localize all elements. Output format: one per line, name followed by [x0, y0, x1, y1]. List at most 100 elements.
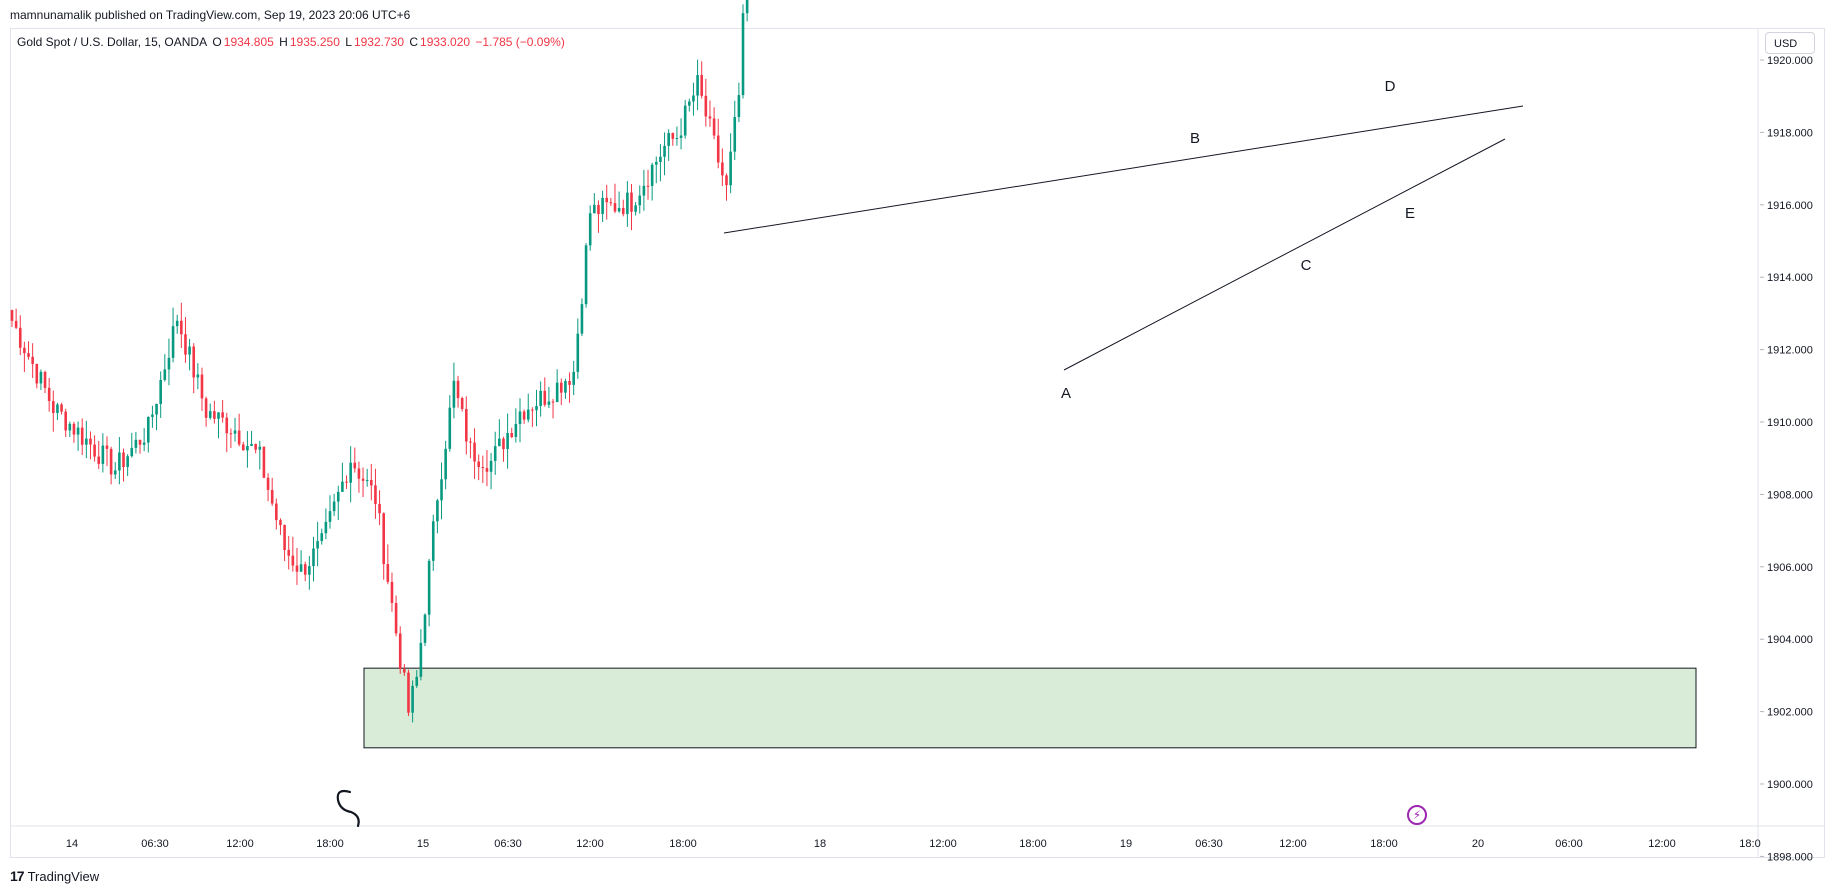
candle-body — [27, 353, 30, 357]
candle-body — [312, 548, 315, 567]
lightning-icon[interactable]: ⚡ — [1407, 805, 1427, 825]
candle-body — [423, 614, 427, 643]
candle — [576, 318, 580, 379]
tradingview-logo[interactable]: 17 TradingView — [10, 868, 99, 884]
candle-body — [531, 409, 534, 411]
candle-body — [522, 411, 526, 420]
candle-body — [138, 439, 142, 445]
candle — [47, 377, 51, 412]
candle — [237, 413, 241, 447]
candle — [146, 416, 150, 453]
currency-button[interactable]: USD — [1765, 32, 1815, 54]
candle-body — [279, 520, 282, 526]
candle-body — [76, 427, 80, 435]
candle — [97, 441, 101, 469]
candle — [526, 393, 530, 423]
candle-body — [332, 501, 336, 512]
candle-body — [370, 480, 373, 486]
candle-body — [588, 213, 592, 246]
symbol-name: Gold Spot / U.S. Dollar, 15, OANDA — [17, 35, 208, 49]
candle — [452, 362, 456, 419]
candle — [270, 477, 274, 506]
candle — [349, 446, 352, 503]
candle — [295, 547, 299, 585]
candle-body — [328, 511, 332, 522]
candle — [39, 369, 43, 390]
candle-body — [142, 442, 146, 445]
candle — [155, 403, 158, 431]
y-tick-label: 1916.000 — [1767, 200, 1813, 212]
candle-body — [250, 443, 253, 446]
candle-body — [642, 185, 646, 196]
candle — [291, 536, 295, 572]
candle-body — [262, 446, 266, 478]
candle-body — [564, 381, 567, 393]
candle — [617, 191, 621, 213]
candle-body — [502, 438, 505, 450]
candle — [221, 399, 224, 423]
candle — [151, 405, 154, 428]
low-value: 1932.730 — [353, 35, 404, 49]
candle — [621, 199, 625, 217]
candle — [275, 498, 278, 530]
candle — [696, 59, 699, 111]
lower-trendline — [1063, 138, 1506, 371]
candle — [605, 184, 609, 220]
candle — [630, 184, 633, 231]
candle — [353, 447, 357, 473]
candle-body — [341, 481, 344, 492]
y-tick-label: 1918.000 — [1767, 127, 1813, 139]
candle — [283, 524, 286, 562]
candle-body — [555, 382, 559, 403]
candle-body — [357, 468, 361, 479]
candle — [142, 428, 146, 452]
candle-body — [539, 390, 542, 406]
y-tick-label: 1898.000 — [1767, 851, 1813, 863]
candle-body — [394, 602, 398, 634]
candle — [745, 0, 749, 22]
candle-body — [716, 135, 720, 163]
candle-body — [349, 462, 352, 483]
candle-body — [704, 95, 708, 117]
candle-body — [43, 371, 47, 388]
symbol-legend: Gold Spot / U.S. Dollar, 15, OANDA O 1934… — [17, 35, 567, 49]
x-tick-label: 12:00 — [1279, 838, 1307, 850]
candle-body — [696, 75, 699, 96]
candle-body — [225, 417, 229, 434]
candle-body — [188, 346, 191, 355]
candle — [80, 418, 84, 455]
candle — [93, 435, 96, 462]
candle-body — [526, 409, 530, 420]
publisher-bar: mamnunamalik published on TradingView.co… — [0, 0, 1835, 28]
candle-body — [97, 456, 101, 464]
demand-zone — [363, 667, 1697, 749]
pattern-label-a: A — [1061, 385, 1071, 402]
candle-body — [68, 423, 72, 431]
candle — [539, 381, 542, 417]
candle-body — [109, 448, 113, 475]
candle-body — [184, 334, 187, 355]
candle-body — [35, 363, 39, 384]
candle — [341, 462, 344, 492]
candle — [312, 536, 315, 582]
candle — [113, 462, 117, 480]
candle — [510, 427, 514, 439]
candle — [675, 126, 679, 146]
candle-body — [299, 564, 303, 572]
chart-pane[interactable] — [10, 28, 1825, 858]
candle — [184, 316, 187, 363]
candle-body — [481, 467, 485, 469]
candle-body — [634, 205, 637, 212]
candle-body — [180, 320, 183, 335]
candle — [403, 664, 406, 676]
candle — [196, 363, 200, 390]
candle-body — [431, 521, 435, 561]
candle — [126, 454, 129, 477]
wave-five-mark — [336, 789, 360, 828]
candle — [320, 528, 324, 545]
candle — [31, 343, 34, 378]
candle-body — [692, 95, 695, 102]
candle — [130, 432, 134, 458]
candle-body — [621, 208, 625, 215]
candle-body — [436, 500, 439, 522]
